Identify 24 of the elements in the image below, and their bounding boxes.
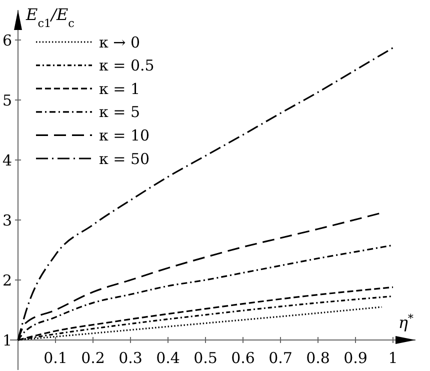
x-tick-label: 1 — [388, 349, 398, 367]
x-tick-label: 0.4 — [156, 349, 180, 367]
x-tick-label: 0.6 — [231, 349, 255, 367]
legend-label: κ = 10 — [99, 126, 150, 144]
x-tick-label: 0.3 — [118, 349, 142, 367]
legend-label: κ = 50 — [99, 150, 150, 168]
x-tick-label: 0.8 — [306, 349, 330, 367]
legend-label: κ → 0 — [99, 33, 140, 52]
x-tick-label: 0.9 — [344, 349, 368, 367]
x-tick-label: 0.5 — [194, 349, 218, 367]
y-tick-label: 4 — [2, 151, 12, 170]
x-tick-label: 0.7 — [268, 349, 292, 367]
y-tick-label: 1 — [2, 331, 12, 350]
x-tick-label: 0.2 — [81, 349, 105, 367]
legend-label: κ = 0.5 — [99, 56, 154, 75]
x-tick-label: 0.1 — [44, 349, 68, 367]
y-tick-label: 3 — [2, 211, 12, 230]
x-axis-title: η$^{*}$ — [398, 312, 414, 332]
y-axis-title: E$_{c1}$/E$_{c}$ — [25, 5, 74, 30]
legend-label: κ = 1 — [99, 80, 140, 98]
legend-label: κ = 5 — [99, 103, 140, 122]
y-tick-label: 5 — [2, 91, 12, 110]
y-tick-label: 2 — [2, 271, 12, 290]
y-tick-label: 6 — [2, 31, 12, 50]
